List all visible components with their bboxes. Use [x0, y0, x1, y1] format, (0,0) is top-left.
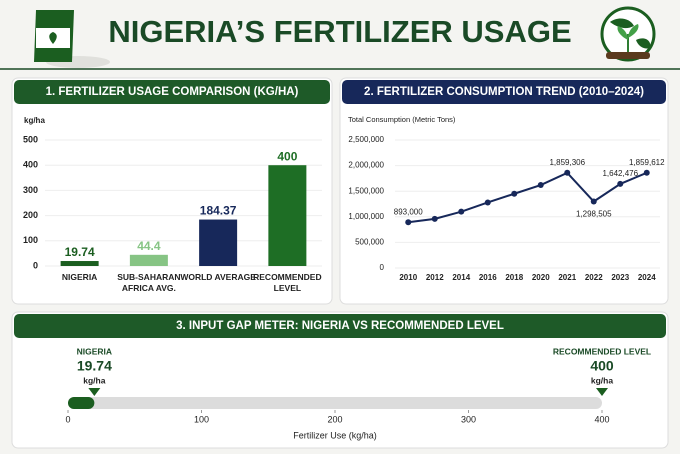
value-label: 19.74 — [65, 245, 95, 259]
x-axis-label: Fertilizer Use (kg/ha) — [293, 430, 377, 440]
point — [537, 182, 544, 189]
point — [405, 219, 412, 226]
panel — [11, 311, 669, 449]
value-label: 1,859,612 — [629, 158, 665, 167]
marker-unit: kg/ha — [83, 375, 105, 385]
point — [617, 180, 624, 187]
x-tick-label: 2012 — [426, 273, 444, 282]
marker-name: NIGERIA — [77, 346, 112, 356]
point — [431, 215, 438, 222]
marker — [88, 388, 101, 396]
x-tick-label: 2014 — [452, 273, 470, 282]
x-tick-label-box: WORLD AVERAGE — [180, 272, 256, 282]
panel-header — [342, 80, 666, 104]
point — [511, 190, 518, 197]
x-tick-label: NIGERIA — [61, 272, 98, 282]
y-tick-label: 1,000,000 — [348, 212, 384, 221]
x-tick-label-box: RECOMMENDED LEVEL — [253, 272, 322, 293]
bar — [199, 219, 238, 266]
bar — [129, 254, 168, 266]
x-tick-label: 2021 — [558, 273, 576, 282]
y-tick-label: 2,500,000 — [348, 135, 384, 144]
point — [484, 199, 491, 206]
y-tick-label: 400 — [23, 160, 38, 170]
y-axis-label: kg/ha — [24, 116, 45, 125]
panel-title: 3. INPUT GAP METER: NIGERIA VS RECOMMEND… — [176, 320, 504, 332]
bar — [60, 261, 99, 266]
y-tick-label: 2,000,000 — [348, 161, 384, 170]
y-axis-label: Total Consumption (Metric Tons) — [348, 115, 456, 124]
value-label: 1,642,476 — [602, 169, 638, 178]
x-tick-label: 2010 — [399, 273, 417, 282]
x-tick-label: 2022 — [585, 273, 603, 282]
value-label: 184.37 — [200, 204, 237, 218]
x-tick-label: 2020 — [532, 273, 550, 282]
sack-icon — [34, 10, 110, 68]
bar — [268, 165, 307, 266]
page-title: NIGERIA’S FERTILIZER USAGE — [108, 14, 571, 49]
panel-header — [14, 80, 330, 104]
x-tick-label: 2023 — [611, 273, 629, 282]
x-tick-label-box: SUB-SAHARAN AFRICA AVG. — [117, 272, 181, 293]
x-tick-label: 2018 — [505, 273, 523, 282]
value-label: 400 — [277, 149, 297, 163]
globe-icon — [600, 6, 656, 62]
panel-title: 2. FERTILIZER CONSUMPTION TREND (2010–20… — [364, 86, 644, 98]
point — [564, 169, 571, 176]
marker-unit: kg/ha — [591, 375, 613, 385]
x-tick-label: 200 — [327, 414, 342, 424]
x-tick-label: 300 — [461, 414, 476, 424]
y-tick-label: 200 — [23, 210, 38, 220]
y-tick-label: 0 — [33, 260, 38, 270]
panel-header — [14, 314, 666, 338]
gauge-fill — [68, 397, 95, 409]
x-tick-label: SUB-SAHARAN AFRICA AVG. — [117, 272, 181, 293]
x-tick-label: RECOMMENDED LEVEL — [253, 272, 322, 293]
x-tick-label: 100 — [194, 414, 209, 424]
point — [590, 198, 597, 205]
value-label: 1,859,306 — [549, 158, 585, 167]
y-tick-label: 500,000 — [355, 238, 384, 247]
marker-name: RECOMMENDED LEVEL — [553, 346, 651, 356]
x-tick-label: WORLD AVERAGE — [180, 272, 256, 282]
point — [458, 208, 465, 215]
value-label: 893,000 — [394, 207, 423, 216]
x-tick-label: 2024 — [638, 273, 656, 282]
point — [643, 169, 650, 176]
value-label: 1,298,505 — [576, 210, 612, 219]
y-tick-label: 100 — [23, 235, 38, 245]
panel-title: 1. FERTILIZER USAGE COMPARISON (KG/HA) — [46, 86, 299, 98]
x-tick-label: 0 — [65, 414, 70, 424]
x-tick-label: 2016 — [479, 273, 497, 282]
y-tick-label: 1,500,000 — [348, 186, 384, 195]
track — [68, 397, 602, 409]
marker — [596, 388, 608, 396]
y-tick-label: 0 — [380, 263, 385, 272]
value-label: 44.4 — [137, 239, 161, 253]
x-tick-label-box: NIGERIA — [61, 272, 98, 282]
y-tick-label: 300 — [23, 185, 38, 195]
marker-value: 400 — [590, 358, 614, 374]
marker-value: 19.74 — [77, 358, 112, 374]
x-tick-label: 400 — [594, 414, 609, 424]
trend-line — [408, 171, 648, 224]
y-tick-label: 500 — [23, 134, 38, 144]
panel — [11, 77, 333, 305]
